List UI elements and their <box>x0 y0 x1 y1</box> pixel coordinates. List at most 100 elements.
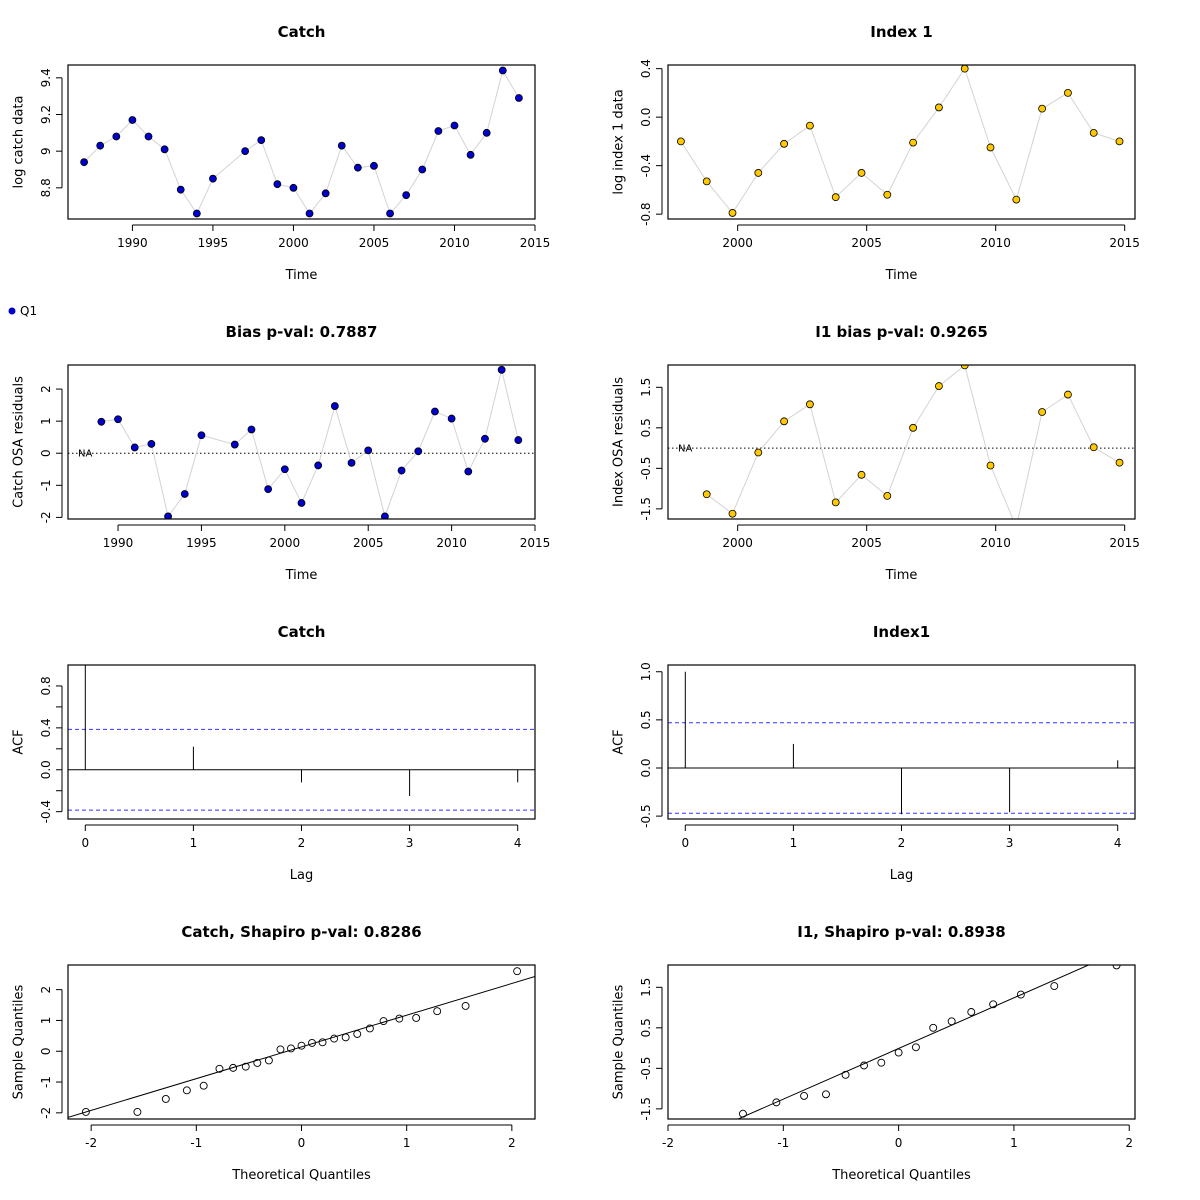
catch_qq-title: Catch, Shapiro p-val: 0.8286 <box>181 923 421 941</box>
catch_ts-plot-area <box>80 66 523 218</box>
catch_resid-point <box>164 512 172 519</box>
catch_resid-point <box>414 447 423 456</box>
catch_qq-x-tick-label: -2 <box>85 1136 97 1150</box>
catch_resid-x-tick-label: 2000 <box>270 536 301 550</box>
index_acf-y-tick-label: 0.0 <box>639 758 653 777</box>
catch_acf-title: Catch <box>278 623 326 641</box>
catch_ts-point <box>450 121 459 130</box>
index_qq-point <box>822 1090 830 1099</box>
index_ts-series-line <box>680 67 1120 214</box>
index_ts-panel: Index 1 2000 2005 2010 2015 Time -0.8 -0.4 0.0 0.… <box>612 23 1140 283</box>
catch_resid-plot-area: NA <box>68 365 535 519</box>
index_ts-point <box>728 209 737 217</box>
index_acf-xlabel: Lag <box>890 868 913 883</box>
index_ts-x-tick-label: 2010 <box>980 236 1011 250</box>
catch_resid-xlabel: Time <box>285 568 318 583</box>
index_ts-ylabel: log index 1 data <box>612 89 627 194</box>
index_resid-x-tick-label: 2015 <box>1109 536 1140 550</box>
index_ts-point <box>1115 137 1124 146</box>
catch_resid-point <box>264 485 273 494</box>
index_resid-series-line <box>706 365 1120 519</box>
index_ts-xlabel: Time <box>885 268 918 283</box>
catch_ts-x-tick-label: 2015 <box>520 236 551 250</box>
index_acf-y-tick-label: -0.5 <box>639 804 653 827</box>
index_ts-point <box>1089 129 1098 137</box>
index_qq-y-tick-label: -0.5 <box>639 1057 653 1080</box>
index_qq-point <box>841 1070 850 1079</box>
catch_resid-point <box>97 417 106 426</box>
index_resid-point <box>728 509 737 518</box>
index_qq-point <box>967 1008 976 1016</box>
catch_acf-panel: Catch 0 1 2 3 4 Lag -0.4 0.0 0.4 0.8 ACF <box>12 623 536 883</box>
catch_ts-y-tick-label: 8.8 <box>39 178 53 197</box>
catch_acf-x-tick-label: 3 <box>406 836 414 850</box>
catch_ts-point <box>305 209 314 218</box>
catch_qq-xlabel: Theoretical Quantiles <box>231 1168 371 1183</box>
catch_ts-point <box>353 163 362 172</box>
index_resid-x-tick-label: 2010 <box>980 536 1011 550</box>
index_qq-point <box>989 1000 998 1009</box>
index_qq-point <box>772 1098 781 1107</box>
catch_qq-y-tick-label: -1 <box>39 1076 53 1088</box>
catch_qq-x-axis: -2 -1 0 1 2 <box>85 1124 516 1150</box>
catch_ts-x-tick-label: 1995 <box>198 236 229 250</box>
catch_resid-point <box>280 465 289 474</box>
catch_acf-x-tick-label: 4 <box>514 836 522 850</box>
catch_qq-x-tick-label: 2 <box>508 1136 516 1150</box>
index_resid-point <box>831 498 840 507</box>
index_ts-point <box>780 139 789 148</box>
catch_resid-x-tick-label: 2010 <box>436 536 467 550</box>
catch_resid-y-tick-label: 1 <box>39 417 53 425</box>
index_resid-point <box>780 417 789 426</box>
catch_resid-x-axis: 1990 1995 2000 2005 2010 2015 <box>103 524 550 550</box>
catch_resid-point <box>497 365 506 374</box>
catch_ts-frame <box>67 64 536 220</box>
index_resid-point <box>702 490 711 499</box>
index_resid-point <box>1038 408 1047 416</box>
catch_qq-point <box>161 1095 170 1103</box>
index_resid-panel: I1 bias p-val: 0.9265 NA 2000 2005 2010 2015 T… <box>612 323 1140 583</box>
index_acf-title: Index1 <box>873 623 930 641</box>
index_resid-frame <box>667 364 1136 520</box>
catch_qq-point <box>81 1107 90 1116</box>
catch_ts-panel: Catch 1990 1995 2000 2005 2010 2015 Time 8.8 9 9.2… <box>12 23 551 283</box>
index_ts-y-axis: -0.8 -0.4 0.0 0.4 <box>639 59 663 226</box>
catch_qq-point <box>433 1007 442 1016</box>
index_ts-frame <box>667 64 1136 220</box>
catch_qq-x-tick-label: 1 <box>403 1136 411 1150</box>
index_acf-y-axis: -0.5 0.0 0.5 1.0 <box>639 662 663 828</box>
catch_ts-point <box>273 180 282 189</box>
catch_qq-point <box>182 1086 191 1095</box>
legend-q1-marker <box>8 307 16 315</box>
catch_resid-point <box>197 431 206 440</box>
catch_acf-x-axis: 0 1 2 3 4 <box>81 824 522 850</box>
index_ts-point <box>677 137 685 146</box>
catch_qq-point <box>199 1081 208 1090</box>
index_ts-y-tick-label: -0.8 <box>639 202 653 225</box>
catch_qq-point <box>297 1041 306 1050</box>
index_qq-x-tick-label: 0 <box>895 1136 903 1150</box>
index_qq-point <box>929 1023 938 1032</box>
index_qq-point <box>894 1048 903 1057</box>
catch_qq-point <box>308 1038 316 1047</box>
catch_qq-y-axis: -2 -1 0 1 2 <box>39 986 63 1119</box>
legend-q1-label: Q1 <box>20 304 37 318</box>
catch_acf-y-tick-label: 0.8 <box>39 676 53 695</box>
index_resid-point <box>935 382 943 390</box>
catch_qq-x-tick-label: 0 <box>298 1136 306 1150</box>
catch_qq-y-tick-label: 1 <box>39 1017 53 1025</box>
index_resid-title: I1 bias p-val: 0.9265 <box>815 323 988 341</box>
catch_ts-title: Catch <box>278 23 326 41</box>
catch_acf-xlabel: Lag <box>290 868 313 883</box>
catch_ts-point <box>176 185 185 194</box>
catch_ts-point <box>434 127 443 135</box>
index_ts-point <box>702 177 711 186</box>
catch_qq-point <box>276 1045 285 1054</box>
catch_qq-point <box>412 1014 421 1022</box>
catch_ts-point <box>402 191 411 200</box>
index_resid-point <box>909 423 918 432</box>
index_qq-x-tick-label: 2 <box>1125 1136 1133 1150</box>
index_acf-frame <box>667 664 1136 820</box>
catch_resid-series-line <box>101 369 519 519</box>
